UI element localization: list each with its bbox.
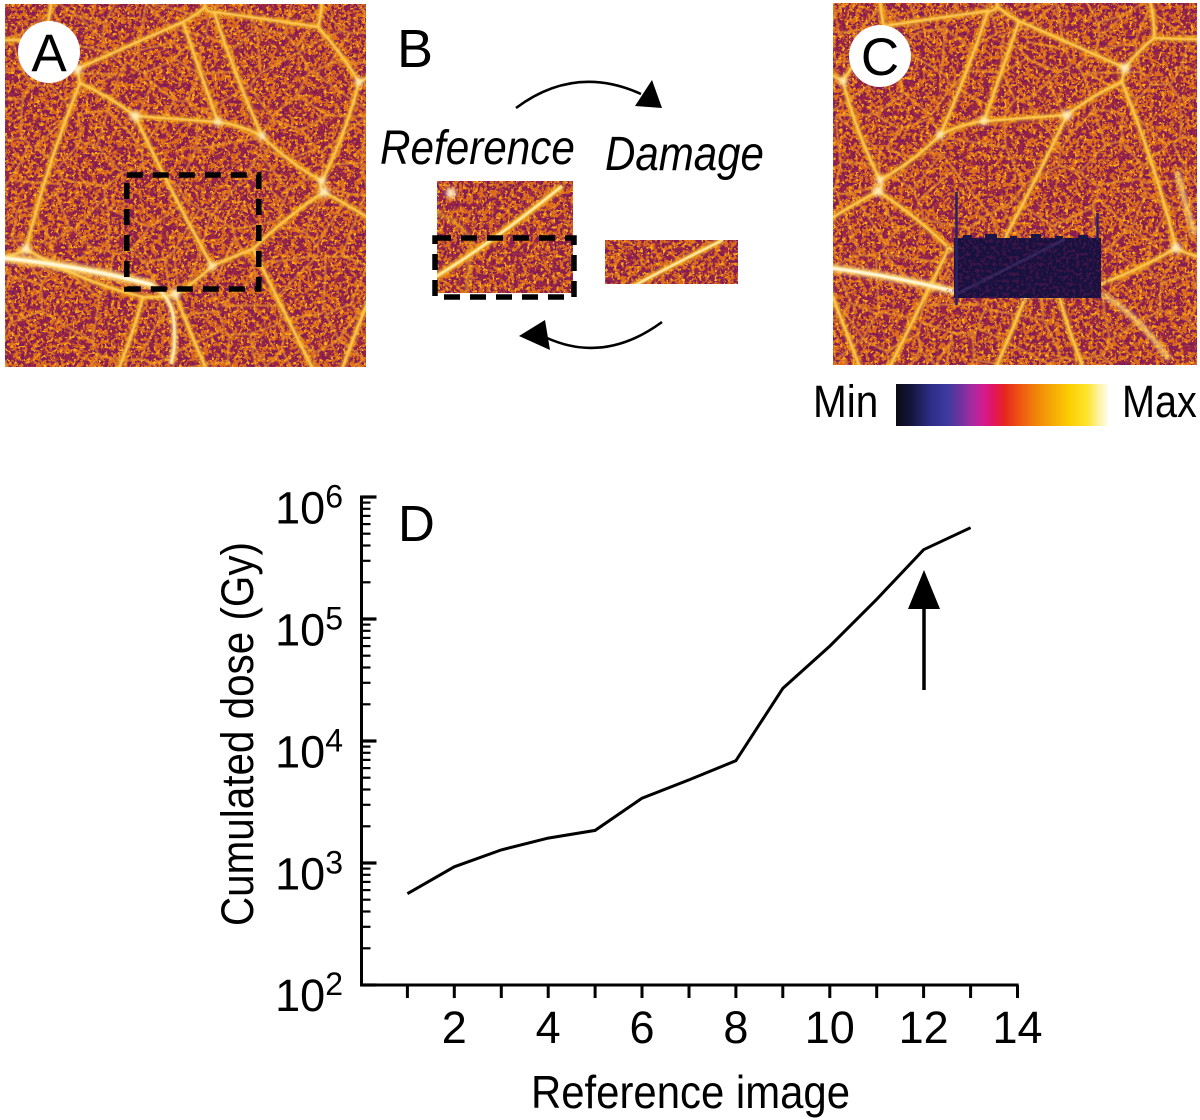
svg-text:6: 6 [629,1002,654,1053]
svg-text:103: 103 [275,844,343,899]
svg-text:106: 106 [275,479,343,534]
svg-text:105: 105 [275,600,343,655]
svg-text:Reference image: Reference image [531,1066,850,1118]
svg-text:C: C [861,28,899,87]
svg-text:10: 10 [805,1002,855,1053]
svg-text:4: 4 [536,1002,561,1053]
svg-text:104: 104 [275,722,343,777]
svg-text:A: A [31,24,67,83]
svg-text:12: 12 [899,1002,949,1053]
svg-text:Cumulated dose (Gy): Cumulated dose (Gy) [212,542,263,926]
svg-text:8: 8 [723,1002,748,1053]
svg-text:102: 102 [275,966,343,1021]
svg-text:14: 14 [992,1002,1042,1053]
svg-text:2: 2 [442,1002,467,1053]
svg-text:D: D [398,495,435,552]
